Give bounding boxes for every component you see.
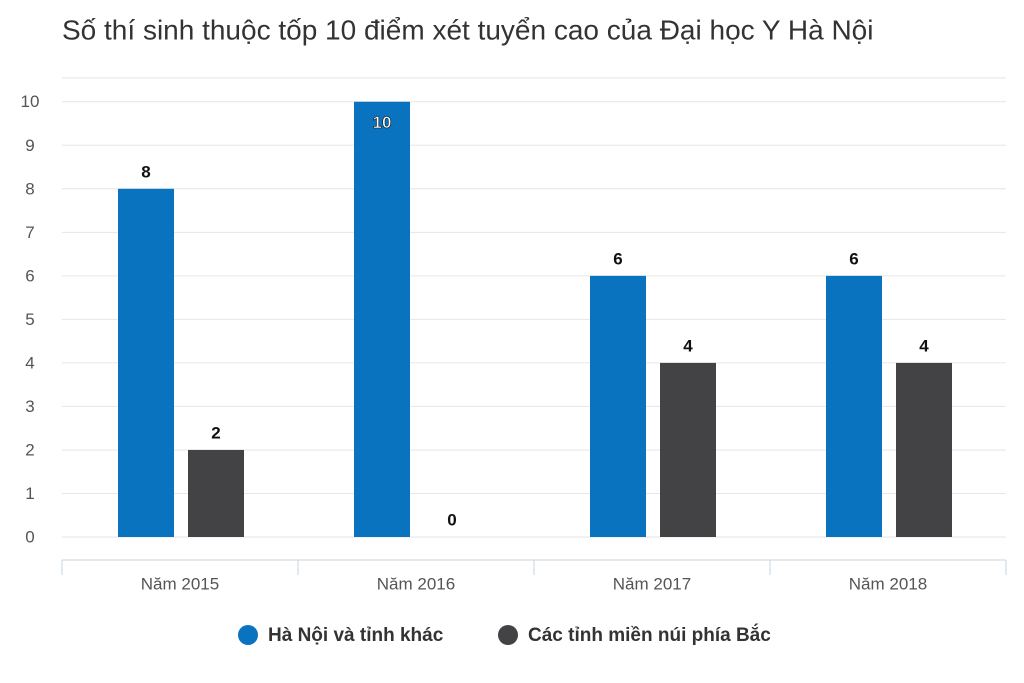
data-label: 4: [919, 336, 929, 355]
legend-label: Các tỉnh miền núi phía Bắc: [528, 624, 771, 646]
y-tick-label: 3: [25, 397, 34, 416]
y-tick-label: 4: [25, 353, 34, 372]
y-tick-label: 9: [25, 136, 34, 155]
y-tick-label: 2: [25, 440, 34, 459]
chart-title: Số thí sinh thuộc tốp 10 điểm xét tuyển …: [62, 14, 873, 45]
data-label: 0: [447, 510, 456, 529]
data-label: 6: [849, 249, 858, 268]
data-label: 10: [373, 113, 392, 132]
bar: [590, 275, 646, 537]
legend-marker: [238, 625, 258, 645]
y-tick-label: 8: [25, 179, 34, 198]
y-tick-label: 10: [21, 92, 40, 111]
bar: [354, 101, 410, 537]
x-tick-label: Năm 2015: [141, 574, 219, 593]
y-tick-label: 0: [25, 527, 34, 546]
y-tick-label: 5: [25, 310, 34, 329]
y-tick-label: 1: [25, 484, 34, 503]
data-label: 8: [141, 162, 150, 181]
legend-label: Hà Nội và tỉnh khác: [268, 625, 444, 646]
data-label: 2: [211, 423, 220, 442]
data-label: 4: [683, 336, 693, 355]
y-tick-label: 6: [25, 266, 34, 285]
legend-marker: [498, 625, 518, 645]
x-tick-label: Năm 2016: [377, 574, 455, 593]
bar: [826, 275, 882, 537]
data-label: 6: [613, 249, 622, 268]
x-tick-label: Năm 2017: [613, 574, 691, 593]
y-tick-label: 7: [25, 223, 34, 242]
x-tick-label: Năm 2018: [849, 574, 927, 593]
bar: [188, 449, 244, 537]
bar: [660, 362, 716, 537]
bar: [896, 362, 952, 537]
bar: [118, 188, 174, 538]
